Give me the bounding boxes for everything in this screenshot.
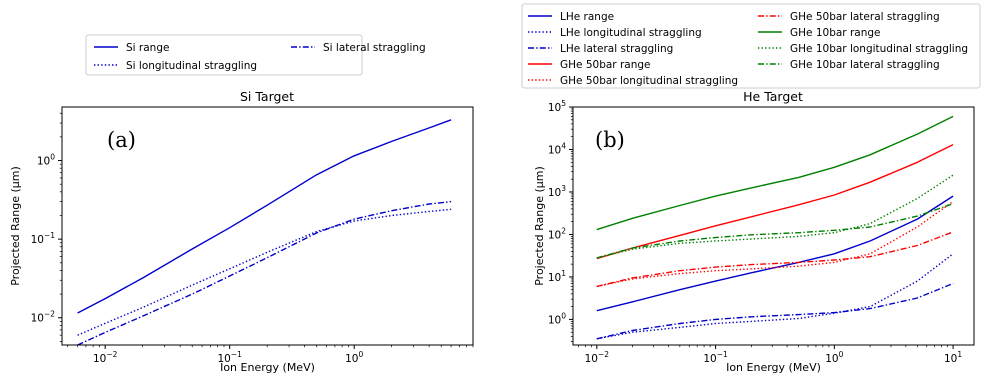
legend-item: GHe 10bar range <box>758 27 880 39</box>
series-line-ghe-10bar-range <box>596 115 954 231</box>
x-tick-label: 100 <box>345 350 363 365</box>
legend-label: GHe 10bar range <box>790 27 880 39</box>
legend-item: Si range <box>94 42 169 54</box>
legend-item: Si longitudinal straggling <box>94 60 257 72</box>
y-tick-label: 101 <box>548 269 566 284</box>
series-group <box>77 119 452 345</box>
legend-label: GHe 50bar longitudinal straggling <box>560 75 738 87</box>
series-line-ghe-50bar-longitudinal-straggling <box>596 200 954 288</box>
series-line-si-lateral-straggling <box>77 200 452 345</box>
legend-label: Si lateral straggling <box>323 42 426 54</box>
x-tick-label: 10−1 <box>703 350 728 365</box>
chart-title: He Target <box>743 89 803 104</box>
chart-si-target: 10−2 10−1 100 10−2 10−1 100 Si Target (a) Ion En… <box>9 34 474 374</box>
series-line-lhe-longitudinal-straggling <box>596 253 954 340</box>
x-axis-label: Ion Energy (MeV) <box>220 361 315 374</box>
series-line-si-longitudinal-straggling <box>77 208 452 336</box>
legend-item: LHe longitudinal straggling <box>528 27 702 39</box>
plot-frame <box>572 106 975 346</box>
legend-label: LHe longitudinal straggling <box>560 27 702 39</box>
legend-label: LHe lateral straggling <box>560 43 673 55</box>
y-tick-label: 104 <box>548 141 566 156</box>
legend-box <box>521 3 981 89</box>
x-tick-label: 100 <box>825 350 843 365</box>
series-line-ghe-10bar-lateral-straggling <box>596 203 954 259</box>
y-tick-label: 105 <box>548 99 566 114</box>
panel-label: (b) <box>595 128 625 152</box>
series-group <box>596 115 954 340</box>
legend-label: GHe 50bar lateral straggling <box>790 11 940 23</box>
legend-item: GHe 50bar range <box>528 59 650 71</box>
legend: LHe range LHe longitudinal straggling LHe … <box>521 3 981 89</box>
y-tick-label: 103 <box>548 184 566 199</box>
legend-item: GHe 50bar longitudinal straggling <box>528 75 738 87</box>
legend-label: Si longitudinal straggling <box>126 60 257 72</box>
legend: Si range Si longitudinal straggling Si lat… <box>85 34 426 76</box>
legend-label: GHe 10bar longitudinal straggling <box>790 43 968 55</box>
x-tick-label: 10−1 <box>217 350 242 365</box>
x-tick-label: 10−2 <box>93 350 118 365</box>
series-line-ghe-50bar-range <box>596 143 954 260</box>
series-line-lhe-lateral-straggling <box>596 282 954 340</box>
legend-label: GHe 50bar range <box>560 59 650 71</box>
x-axis-label: Ion Energy (MeV) <box>726 361 821 374</box>
legend-label: Si range <box>126 42 169 54</box>
x-tick-label: 10−2 <box>585 350 610 365</box>
y-tick-label: 100 <box>37 153 55 168</box>
legend-item: LHe lateral straggling <box>528 43 673 55</box>
chart-he-target: 10−2 10−1 100 101 100 101 102 103 104 105 He Targe… <box>521 3 981 374</box>
legend-label: LHe range <box>560 11 614 23</box>
x-tick-label: 101 <box>944 350 962 365</box>
legend-item: Si lateral straggling <box>291 42 426 54</box>
series-line-ghe-10bar-longitudinal-straggling <box>596 174 954 259</box>
y-axis-label: Projected Range (μm) <box>533 166 546 286</box>
series-line-si-range <box>77 119 452 314</box>
legend-item: GHe 50bar lateral straggling <box>758 11 940 23</box>
legend-box <box>85 34 363 76</box>
y-tick-label: 100 <box>548 311 566 326</box>
legend-item: GHe 10bar lateral straggling <box>758 59 940 71</box>
legend-item: LHe range <box>528 11 614 23</box>
series-line-lhe-range <box>596 195 954 312</box>
panel-label: (a) <box>107 128 136 152</box>
series-line-ghe-50bar-lateral-straggling <box>596 231 954 288</box>
y-tick-label: 102 <box>548 226 566 241</box>
legend-item: GHe 10bar longitudinal straggling <box>758 43 968 55</box>
y-axis-label: Projected Range (μm) <box>9 166 22 286</box>
y-tick-label: 10−2 <box>31 310 56 325</box>
legend-label: GHe 10bar lateral straggling <box>790 59 940 71</box>
y-tick-label: 10−1 <box>31 231 56 246</box>
chart-title: Si Target <box>240 89 294 104</box>
